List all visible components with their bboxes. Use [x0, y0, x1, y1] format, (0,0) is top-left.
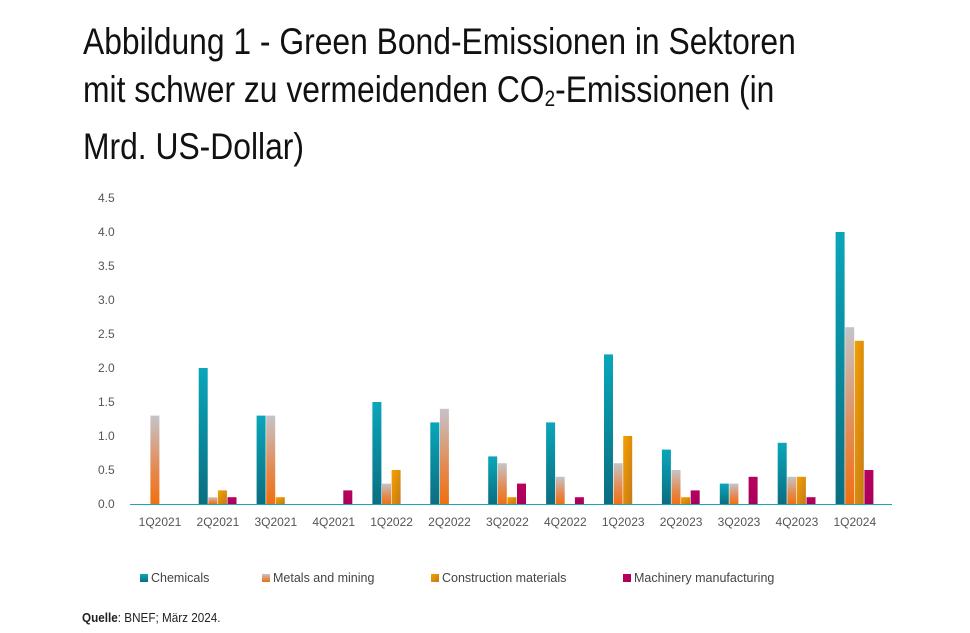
x-tick-label: 4Q2023 [776, 515, 819, 529]
bar-machinery-manufacturing [748, 476, 758, 504]
y-tick-label: 1.0 [98, 429, 115, 443]
bar-chemicals [256, 415, 266, 504]
bar-chemicals [488, 456, 498, 504]
bar-machinery-manufacturing [806, 497, 816, 504]
source-text: : BNEF; März 2024. [117, 610, 221, 625]
legend-item: Construction materials [431, 571, 566, 585]
title-subscript: 2 [544, 86, 556, 111]
legend-label: Construction materials [442, 571, 566, 585]
bar-metals-and-mining [439, 408, 449, 504]
y-tick-label: 3.0 [98, 293, 115, 307]
chart-title: Abbildung 1 - Green Bond-Emissionen in S… [83, 18, 912, 171]
bar-metals-and-mining [150, 415, 160, 504]
title-line-2: mit schwer zu vermeidenden CO2-Emissione… [83, 66, 796, 123]
bar-construction-materials [507, 497, 517, 504]
bar-construction-materials [796, 476, 806, 504]
bar-chemicals [777, 442, 787, 504]
y-tick-label: 0.5 [98, 463, 115, 477]
bar-metals-and-mining [266, 415, 276, 504]
bar-construction-materials [681, 497, 691, 504]
bar-chemicals [661, 449, 671, 504]
bar-machinery-manufacturing [864, 470, 874, 504]
legend-swatch [140, 574, 148, 582]
bar-chemicals [430, 422, 440, 504]
y-tick-label: 3.5 [98, 259, 115, 273]
title-line-1: Abbildung 1 - Green Bond-Emissionen in S… [83, 21, 796, 62]
bar-construction-materials [623, 436, 633, 504]
bar-chemicals [604, 354, 613, 504]
x-tick-label: 1Q2022 [370, 515, 413, 529]
legend-swatch [623, 574, 631, 582]
bar-machinery-manufacturing [690, 490, 700, 504]
legend-swatch [431, 574, 439, 582]
source-label: Quelle [82, 610, 118, 625]
x-tick-label: 1Q2021 [139, 515, 182, 529]
title-line-3: Mrd. US-Dollar) [83, 126, 304, 167]
x-tick-label: 4Q2022 [544, 515, 587, 529]
x-tick-label: 3Q2022 [486, 515, 529, 529]
bar-machinery-manufacturing [343, 490, 353, 504]
bar-metals-and-mining [555, 476, 565, 504]
bar-metals-and-mining [729, 483, 739, 504]
x-tick-label: 2Q2022 [428, 515, 471, 529]
bar-chemicals [546, 422, 556, 504]
title-line-2-text: mit schwer zu vermeidenden CO [83, 69, 545, 110]
bar-metals-and-mining [787, 476, 797, 504]
bar-machinery-manufacturing [574, 497, 584, 504]
x-tick-label: 2Q2021 [197, 515, 240, 529]
legend-label: Chemicals [151, 571, 209, 585]
legend-label: Metals and mining [273, 571, 374, 585]
bar-construction-materials [275, 497, 285, 504]
x-tick-label: 3Q2021 [254, 515, 297, 529]
legend-label: Machinery manufacturing [634, 571, 774, 585]
legend-swatch [262, 574, 270, 582]
x-tick-label: 2Q2023 [660, 515, 703, 529]
y-tick-label: 0.0 [98, 497, 115, 511]
y-tick-label: 4.5 [98, 191, 115, 205]
source-note: Quelle: BNEF; März 2024. [82, 610, 221, 625]
legend-item: Machinery manufacturing [623, 571, 774, 585]
y-tick-label: 2.0 [98, 361, 115, 375]
y-tick-label: 1.5 [98, 395, 115, 409]
bar-metals-and-mining [845, 327, 855, 504]
x-tick-label: 3Q2023 [718, 515, 761, 529]
bar-metals-and-mining [497, 463, 507, 504]
bar-construction-materials [854, 340, 864, 504]
bar-machinery-manufacturing [517, 483, 526, 504]
x-tick-label: 1Q2024 [833, 515, 876, 529]
bar-metals-and-mining [613, 463, 623, 504]
bar-metals-and-mining [671, 470, 681, 504]
bar-metals-and-mining [382, 483, 391, 504]
legend-item: Metals and mining [262, 571, 374, 585]
x-tick-label: 4Q2021 [312, 515, 355, 529]
bar-machinery-manufacturing [227, 497, 237, 504]
y-tick-label: 4.0 [98, 225, 115, 239]
legend-item: Chemicals [140, 571, 209, 585]
y-tick-label: 2.5 [98, 327, 115, 341]
bar-construction-materials [217, 490, 227, 504]
x-tick-label: 1Q2023 [602, 515, 645, 529]
bar-chemicals [835, 232, 845, 504]
bar-chemicals [719, 483, 729, 504]
bar-chemicals [372, 402, 382, 504]
title-line-2-rest: -Emissionen (in [555, 69, 775, 110]
bar-chemicals [198, 368, 208, 504]
bar-metals-and-mining [208, 497, 218, 504]
bar-construction-materials [391, 470, 401, 504]
